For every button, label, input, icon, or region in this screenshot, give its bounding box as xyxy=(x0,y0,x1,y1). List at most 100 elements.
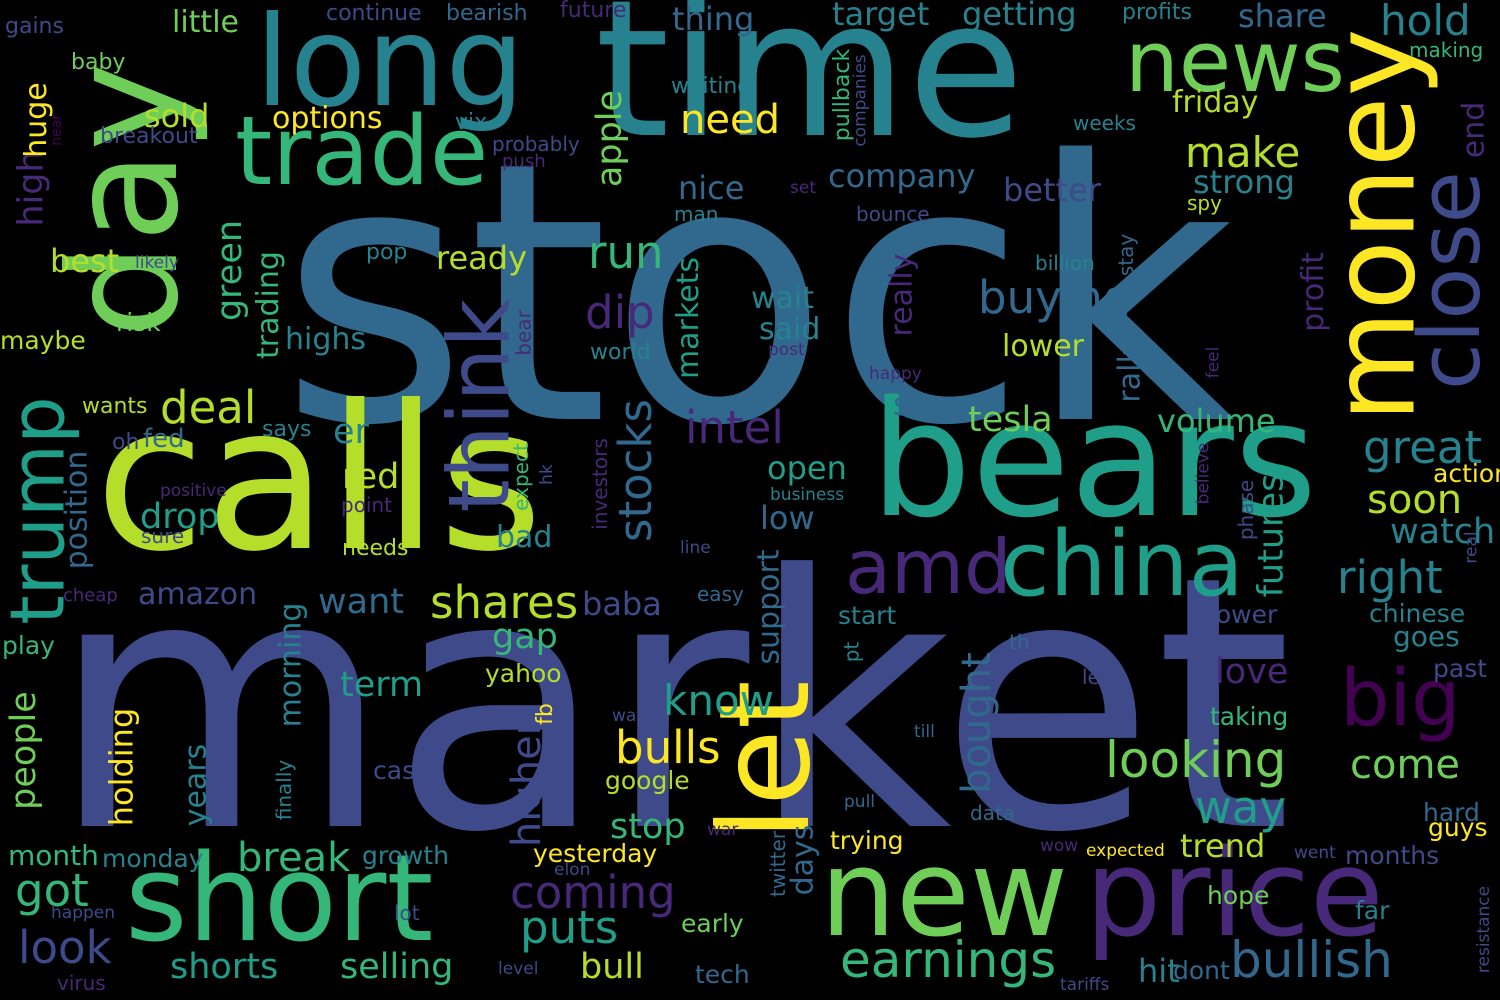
word-billion: billion xyxy=(1035,251,1095,275)
word-ready: ready xyxy=(436,239,527,277)
word-trying: trying xyxy=(830,826,904,855)
word-right: right xyxy=(1337,551,1443,604)
word-shorts: shorts xyxy=(170,947,279,987)
word-company: company xyxy=(828,157,976,195)
word-cash: cash xyxy=(373,756,431,785)
word-make: make xyxy=(1185,128,1301,177)
word-look: look xyxy=(18,921,112,974)
word-went: went xyxy=(1294,843,1336,863)
word-support: support xyxy=(751,549,787,665)
word-till: till xyxy=(914,722,935,742)
word-expect: expect xyxy=(508,443,533,511)
word-higher: higher xyxy=(504,718,551,848)
word-phase: phase xyxy=(1234,479,1259,541)
word-way: way xyxy=(1195,781,1287,834)
word-baba: baba xyxy=(582,585,662,623)
word-run: run xyxy=(588,226,664,279)
word-elon: elon xyxy=(554,860,591,880)
word-expected: expected xyxy=(1086,841,1165,861)
word-risk: risk xyxy=(116,308,161,337)
word-need: need xyxy=(680,97,780,143)
word-growth: growth xyxy=(362,841,449,870)
word-sure: sure xyxy=(141,524,185,548)
word-term: term xyxy=(340,665,424,705)
word-apple: apple xyxy=(589,89,630,187)
word-futures: futures xyxy=(1251,473,1292,597)
word-google: google xyxy=(605,766,690,795)
word-tariffs: tariffs xyxy=(1060,975,1110,995)
word-dip: dip xyxy=(585,286,655,339)
word-volume: volume xyxy=(1157,402,1276,440)
word-nice: nice xyxy=(678,169,745,207)
word-easy: easy xyxy=(697,582,744,606)
word-likely: likely xyxy=(135,253,179,273)
word-gap: gap xyxy=(492,617,558,657)
word-er: er xyxy=(333,412,369,452)
word-guys: guys xyxy=(1428,813,1488,842)
word-market: market xyxy=(50,501,1293,909)
word-th: th xyxy=(1009,630,1030,654)
word-low: low xyxy=(760,499,815,537)
word-new: new xyxy=(820,825,1069,964)
word-fed: fed xyxy=(143,424,185,454)
word-point: point xyxy=(341,493,393,517)
word-making: making xyxy=(1409,38,1484,62)
word-cheap: cheap xyxy=(63,585,118,606)
word-want: want xyxy=(318,582,404,622)
word-love: love xyxy=(1215,652,1289,692)
word-sold: sold xyxy=(144,97,210,135)
word-friday: friday xyxy=(1172,85,1259,120)
word-thing: thing xyxy=(672,0,755,38)
word-line: line xyxy=(680,538,711,558)
word-level: level xyxy=(498,959,539,979)
word-gains: gains xyxy=(5,14,64,39)
word-continue: continue xyxy=(326,1,422,26)
word-lower: lower xyxy=(1002,329,1085,364)
word-wow: wow xyxy=(1040,836,1079,856)
word-people: people xyxy=(3,690,44,810)
word-really: really xyxy=(883,253,919,337)
word-tech: tech xyxy=(695,960,750,989)
word-bulls: bulls xyxy=(615,721,721,774)
word-twitter: twitter xyxy=(765,831,790,897)
word-markets: markets xyxy=(671,256,707,380)
word-weeks: weeks xyxy=(1073,111,1136,135)
word-close: close xyxy=(1400,170,1500,390)
word-got: got xyxy=(15,864,89,917)
word-yesterday: yesterday xyxy=(533,839,658,868)
word-soon: soon xyxy=(1367,477,1463,523)
word-little: little xyxy=(172,5,239,40)
word-stay: stay xyxy=(1114,233,1139,277)
word-days: days xyxy=(784,824,820,896)
word-needs: needs xyxy=(342,536,409,561)
word-oh: oh xyxy=(112,430,140,455)
word-investors: investors xyxy=(587,438,612,530)
word-near: near xyxy=(48,114,65,146)
word-big: big xyxy=(1340,654,1461,744)
word-news: news xyxy=(1125,13,1345,112)
word-trend: trend xyxy=(1180,827,1266,865)
word-tesla: tesla xyxy=(968,400,1053,440)
word-world: world xyxy=(590,340,651,365)
word-morning: morning xyxy=(272,602,308,728)
word-wall: wall xyxy=(612,706,646,726)
word-looking: looking xyxy=(1105,731,1287,789)
word-profits: profits xyxy=(1122,0,1192,25)
word-far: far xyxy=(1355,896,1390,925)
word-green: green xyxy=(209,219,250,321)
word-bullish: bullish xyxy=(1230,931,1393,989)
word-future: future xyxy=(560,0,627,23)
word-earnings: earnings xyxy=(840,931,1057,989)
word-hold: hold xyxy=(1380,0,1471,45)
word-know: know xyxy=(663,676,774,725)
word-business: business xyxy=(770,485,845,505)
word-bear: bear xyxy=(511,310,536,356)
word-yahoo: yahoo xyxy=(485,659,562,688)
word-says: says xyxy=(262,417,312,442)
word-hk: hk xyxy=(536,463,557,485)
word-highs: highs xyxy=(285,322,367,357)
word-buying: buying xyxy=(978,271,1132,324)
word-profit: profit xyxy=(1295,252,1331,332)
word-spy: spy xyxy=(1187,191,1222,215)
word-virus: virus xyxy=(57,971,106,995)
